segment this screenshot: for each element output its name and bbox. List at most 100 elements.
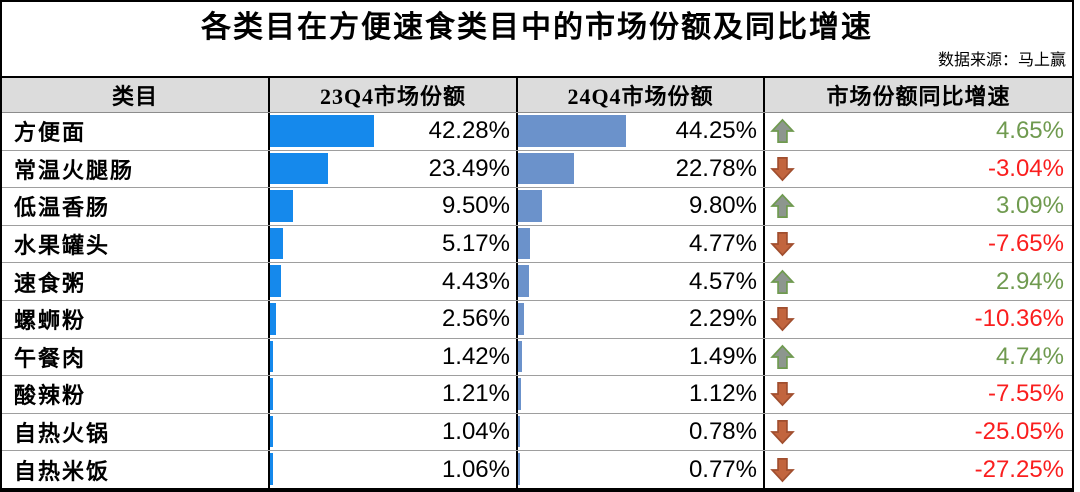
market-share-table: 类目 23Q4市场份额 24Q4市场份额 市场份额同比增速 方便面 42.28%… [2, 76, 1072, 488]
table-row: 酸辣粉 1.21% 1.12% -7.55% [2, 376, 1072, 414]
growth-cell: 3.09% [765, 188, 1072, 225]
down-arrow-icon [770, 380, 795, 408]
arrow-path [770, 382, 795, 407]
q23-share-cell: 1.06% [270, 451, 518, 488]
q23-share-value: 2.56% [441, 305, 510, 333]
category-label: 速食粥 [2, 263, 270, 300]
page-title: 各类目在方便速食类目中的市场份额及同比增速 [201, 11, 873, 44]
category-label: 午餐肉 [2, 338, 270, 376]
up-arrow-icon [770, 343, 795, 371]
growth-cell: 4.74% [765, 339, 1072, 376]
q24-share-cell: 4.77% [518, 225, 765, 263]
table-row: 常温火腿肠 23.49% 22.78% -3.04% [2, 150, 1072, 189]
q23-share-cell: 5.17% [270, 225, 518, 263]
q23-share-cell: 1.21% [270, 376, 518, 413]
growth-value: -25.05% [974, 418, 1064, 446]
arrow-path [770, 156, 795, 182]
q24-share-cell: 1.12% [518, 376, 765, 413]
q23-data-bar [270, 302, 277, 335]
arrow-path [770, 118, 795, 144]
q24-data-bar [518, 265, 530, 297]
q24-share-value: 0.78% [688, 418, 757, 446]
header-24q4-share: 24Q4市场份额 [518, 78, 765, 112]
q24-share-cell: 44.25% [518, 113, 765, 150]
q24-share-cell: 0.77% [518, 451, 765, 488]
q23-share-value: 1.06% [441, 455, 510, 483]
q23-share-cell: 4.43% [270, 263, 518, 300]
q23-share-value: 23.49% [428, 154, 510, 182]
q23-data-bar [270, 152, 328, 185]
q23-data-bar [270, 378, 273, 410]
q24-share-cell: 22.78% [518, 150, 765, 188]
q24-data-bar [518, 302, 524, 335]
q24-share-cell: 1.49% [518, 338, 765, 376]
arrow-path [770, 269, 795, 294]
growth-cell: -7.55% [765, 376, 1072, 413]
growth-cell: -25.05% [765, 414, 1072, 451]
table-row: 水果罐头 5.17% 4.77% -7.65% [2, 225, 1072, 264]
table-row: 低温香肠 9.50% 9.80% 3.09% [2, 188, 1072, 226]
q24-share-cell: 4.57% [518, 263, 765, 300]
table-row: 方便面 42.28% 44.25% 4.65% [2, 113, 1072, 151]
data-source-note: 数据来源：马上赢 [937, 52, 1066, 69]
up-arrow-icon [770, 117, 795, 145]
down-arrow-icon [770, 155, 795, 183]
arrow-path [770, 420, 795, 445]
table-header-row: 类目 23Q4市场份额 24Q4市场份额 市场份额同比增速 [2, 76, 1072, 113]
arrow-path [770, 457, 795, 482]
q23-share-value: 4.43% [441, 267, 510, 295]
q23-data-bar [270, 227, 283, 260]
header-category: 类目 [2, 78, 270, 112]
q23-data-bar [270, 265, 281, 297]
q24-data-bar [518, 415, 520, 448]
q24-share-value: 0.77% [688, 455, 757, 483]
q23-data-bar [270, 453, 273, 485]
up-arrow-icon [770, 192, 795, 220]
down-arrow-icon [770, 456, 795, 484]
q24-share-value: 1.12% [688, 380, 757, 408]
down-arrow-icon [770, 418, 795, 446]
table-row: 自热火锅 1.04% 0.78% -25.05% [2, 413, 1072, 452]
q23-share-cell: 9.50% [270, 188, 518, 225]
q23-data-bar [270, 340, 274, 373]
down-arrow-icon [770, 230, 795, 258]
growth-value: 3.09% [995, 192, 1064, 220]
q23-data-bar [270, 415, 273, 448]
growth-value: -7.65% [987, 230, 1064, 258]
q24-share-cell: 0.78% [518, 413, 765, 451]
growth-cell: -27.25% [765, 451, 1072, 488]
arrow-path [770, 307, 795, 332]
growth-value: 2.94% [995, 267, 1064, 295]
growth-cell: 2.94% [765, 263, 1072, 300]
q24-data-bar [518, 152, 574, 185]
q23-share-value: 5.17% [441, 230, 510, 258]
q24-share-cell: 2.29% [518, 300, 765, 338]
table-row: 螺蛳粉 2.56% 2.29% -10.36% [2, 300, 1072, 339]
growth-cell: -7.65% [765, 226, 1072, 263]
growth-cell: 4.65% [765, 113, 1072, 150]
q23-share-cell: 42.28% [270, 113, 518, 150]
growth-value: -27.25% [974, 455, 1064, 483]
table-row: 午餐肉 1.42% 1.49% 4.74% [2, 338, 1072, 377]
q24-share-value: 4.57% [688, 267, 757, 295]
q23-share-cell: 1.04% [270, 413, 518, 451]
category-label: 酸辣粉 [2, 376, 270, 413]
q24-data-bar [518, 453, 520, 485]
growth-value: -10.36% [974, 305, 1064, 333]
q24-share-cell: 9.80% [518, 188, 765, 225]
q23-share-cell: 23.49% [270, 150, 518, 188]
growth-value: -3.04% [987, 154, 1064, 182]
arrow-path [770, 194, 795, 219]
category-label: 低温香肠 [2, 188, 270, 225]
growth-cell: -3.04% [765, 151, 1072, 188]
growth-value: 4.65% [995, 117, 1064, 145]
q24-data-bar [518, 378, 521, 410]
category-label: 螺蛳粉 [2, 300, 270, 338]
table-row: 速食粥 4.43% 4.57% 2.94% [2, 263, 1072, 301]
arrow-path [770, 344, 795, 369]
growth-value: -7.55% [987, 380, 1064, 408]
header-growth: 市场份额同比增速 [826, 84, 1011, 109]
q23-share-value: 42.28% [428, 117, 510, 145]
